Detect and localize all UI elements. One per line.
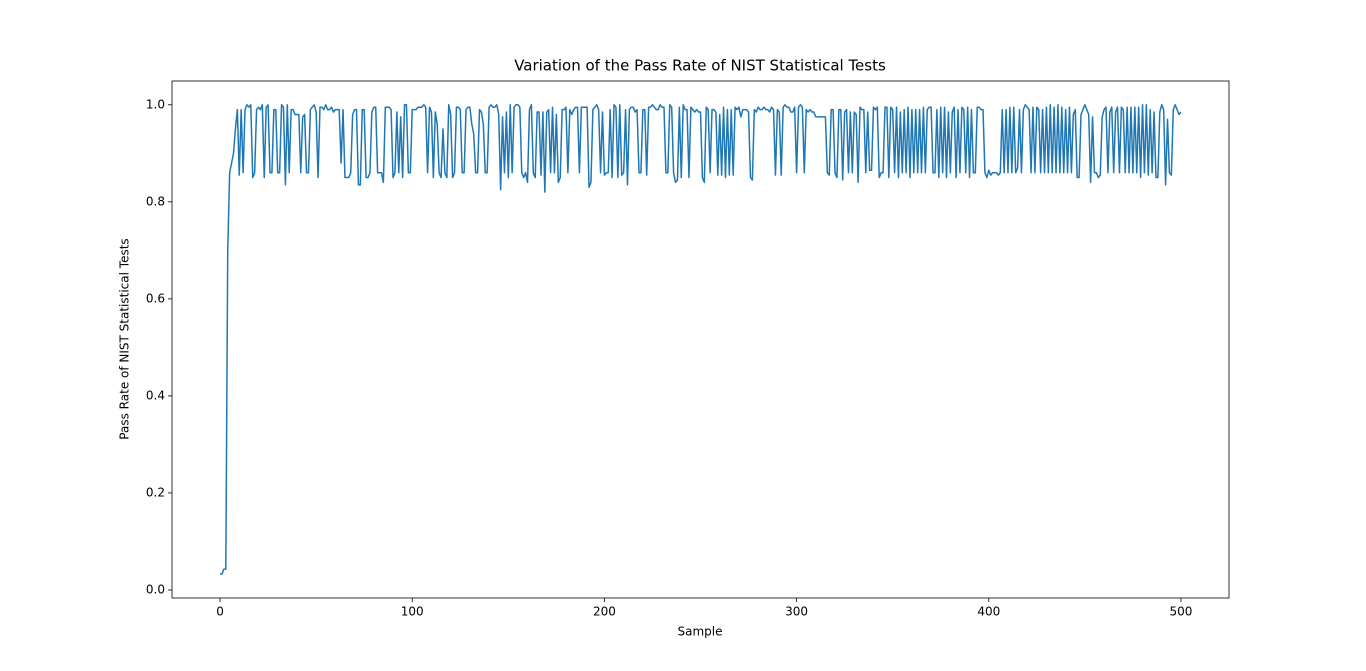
x-tick-label: 200 [593,605,616,619]
x-tick-label: 300 [785,605,808,619]
chart-title: Variation of the Pass Rate of NIST Stati… [514,57,886,75]
x-tick-label: 100 [401,605,424,619]
x-tick-label: 0 [216,605,224,619]
y-tick-label: 0.0 [146,582,165,596]
y-tick-label: 0.8 [146,194,165,208]
y-tick-label: 0.4 [146,388,165,402]
x-tick-label: 500 [1170,605,1193,619]
y-axis-label: Pass Rate of NIST Statistical Tests [118,238,132,439]
x-axis-label: Sample [678,625,723,639]
y-tick-label: 1.0 [146,97,165,111]
x-tick-label: 400 [977,605,1000,619]
y-tick-label: 0.6 [146,291,165,305]
data-line [220,104,1182,575]
y-tick-label: 0.2 [146,485,165,499]
plot-frame [171,80,1230,599]
